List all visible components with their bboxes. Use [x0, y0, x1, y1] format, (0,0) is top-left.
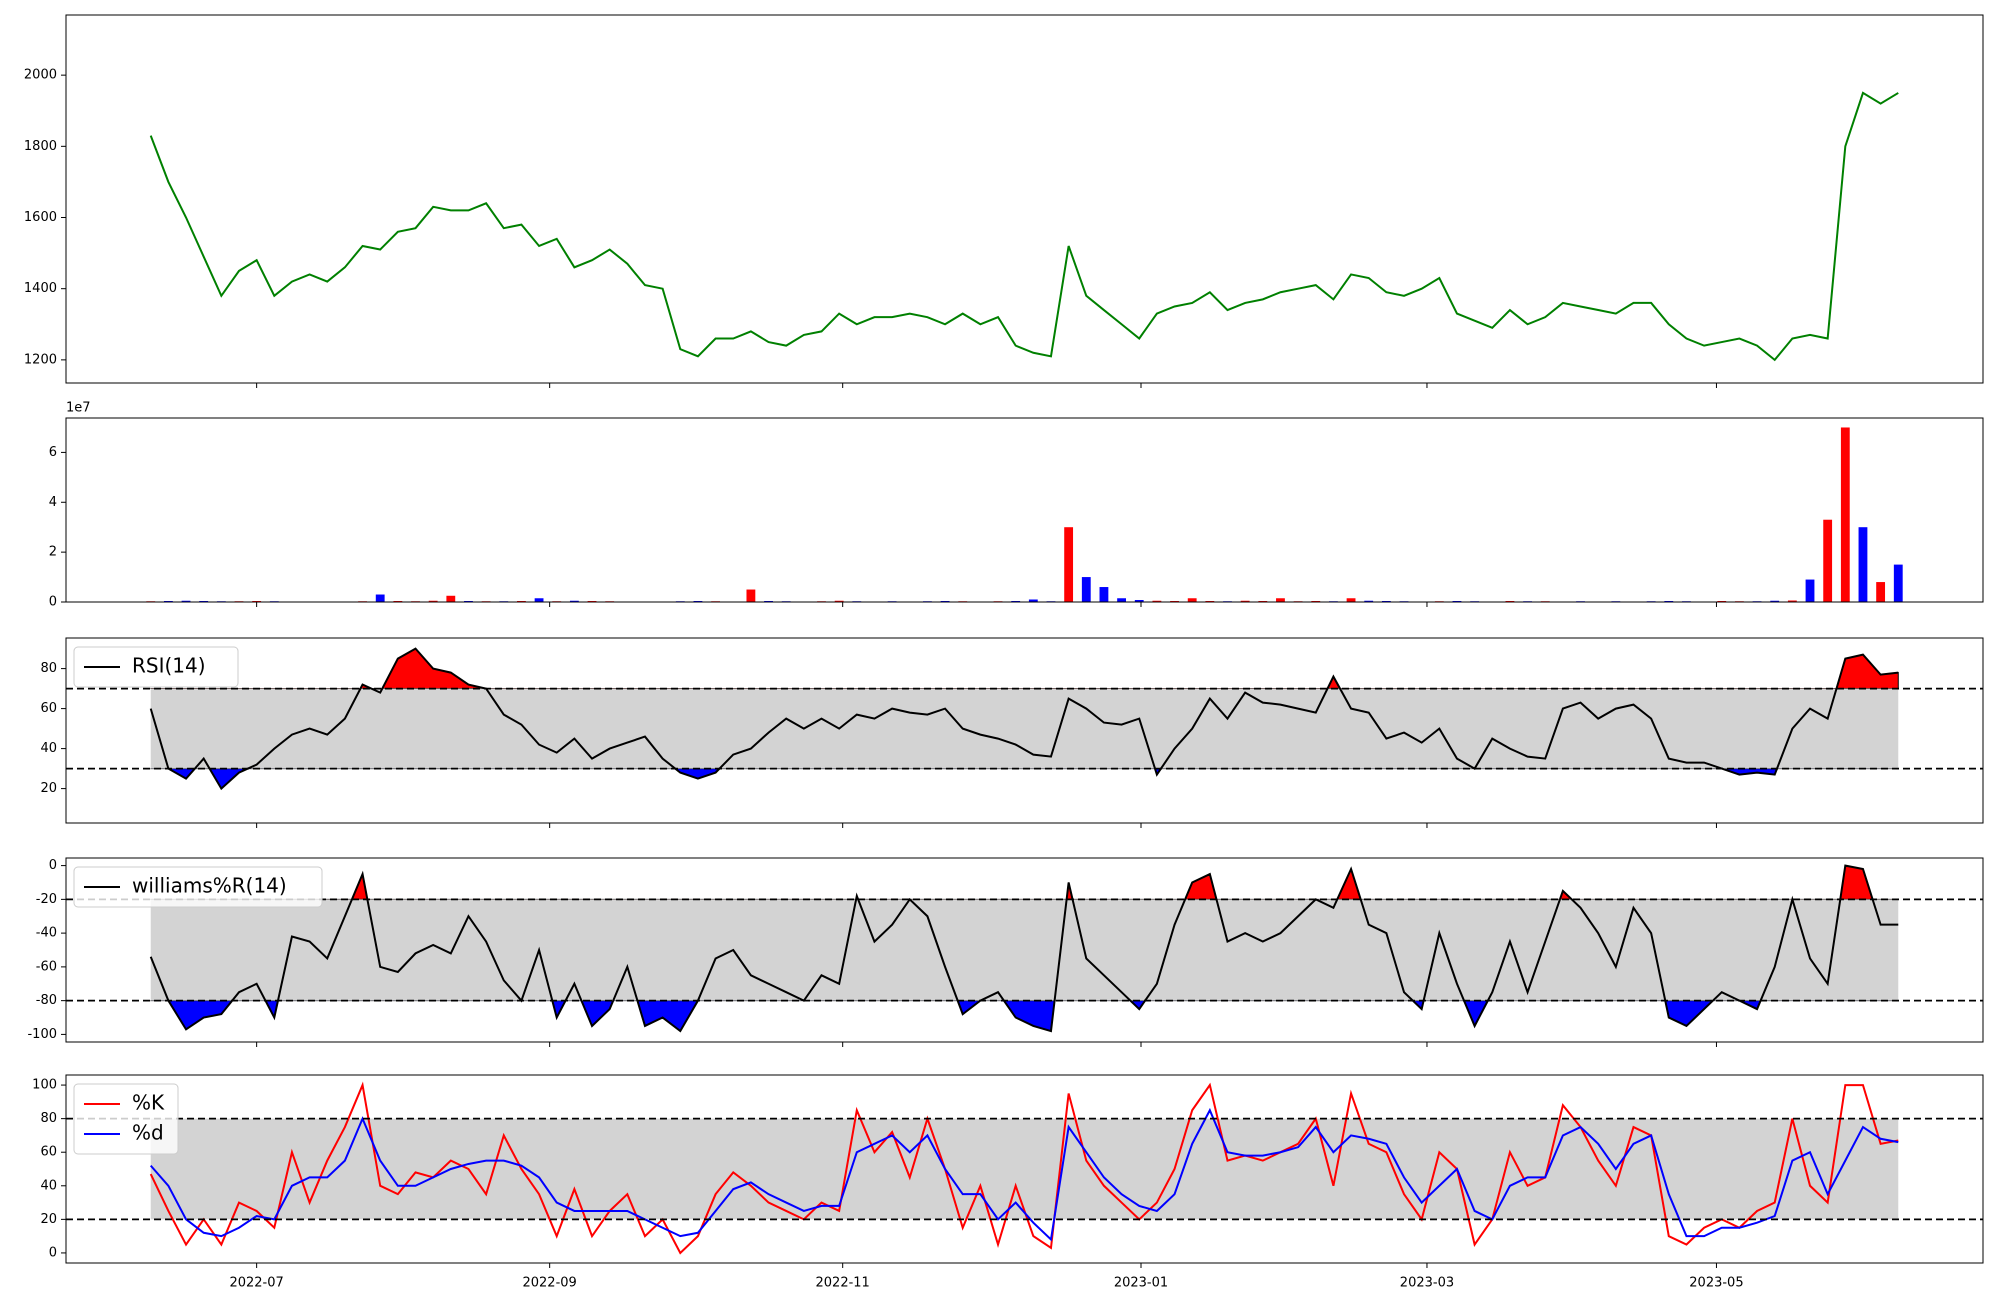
- volume-bar: [1770, 600, 1780, 602]
- legend-label: RSI(14): [132, 654, 206, 678]
- volume-bar: [1152, 600, 1162, 602]
- y-tick-label: 100: [32, 1078, 57, 1093]
- y-tick-label: 4: [49, 495, 57, 510]
- y-tick-label: 60: [40, 1145, 57, 1160]
- series-line: [149, 864, 1899, 1033]
- volume-bar: [1787, 600, 1797, 602]
- band: [150, 899, 1899, 1001]
- y-tick-label: 1200: [24, 352, 57, 367]
- volume-bar: [1364, 600, 1374, 602]
- panel: 0 2 4 6 1e7: [49, 401, 1984, 610]
- y-tick-label: -20: [36, 892, 57, 907]
- volume-bar: [1117, 598, 1126, 602]
- legend-label: williams%R(14): [132, 874, 287, 898]
- legend-label: %K: [132, 1091, 165, 1115]
- series-line: [149, 1081, 1899, 1255]
- y-tick-label: 60: [40, 701, 57, 716]
- volume-bar: [1187, 598, 1197, 602]
- volume-bar: [1840, 427, 1850, 602]
- y-tick-label: 80: [40, 661, 57, 676]
- x-tick-label: 2022-09: [522, 1276, 576, 1291]
- volume-bar: [181, 600, 191, 602]
- volume-bar: [1081, 577, 1091, 602]
- band: [150, 688, 1899, 769]
- y-tick-label: -40: [36, 926, 57, 941]
- y-tick-label: 0: [49, 858, 57, 873]
- volume-bar: [1276, 598, 1285, 602]
- volume-bar: [428, 600, 438, 602]
- y-tick-label: 0: [49, 595, 57, 610]
- x-tick-label: 2023-01: [1114, 1276, 1168, 1291]
- axes-frame: [65, 417, 1984, 603]
- y-tick-label: 20: [40, 781, 57, 796]
- y-tick-label: 40: [40, 1178, 57, 1193]
- y-tick-label: 1400: [24, 281, 57, 296]
- legend-box: [73, 1083, 179, 1155]
- panel: -100 -80 -60 -40 -20 0 williams%R(14): [27, 857, 1984, 1047]
- volume-bar: [1064, 527, 1074, 602]
- axes-frame: [65, 637, 1984, 824]
- band: [150, 1118, 1899, 1220]
- y-tick-label: 2: [49, 545, 57, 560]
- y-tick-label: 0: [49, 1245, 57, 1260]
- volume-bar: [1134, 600, 1144, 602]
- y-tick-label: 6: [49, 445, 57, 460]
- series-line: [149, 647, 1899, 791]
- legend-label: %d: [132, 1121, 164, 1145]
- volume-bar: [446, 595, 456, 602]
- axes-frame: [65, 14, 1984, 384]
- legend-box: [73, 646, 239, 688]
- x-tick-label: 2022-07: [229, 1276, 283, 1291]
- y-tick-label: 40: [40, 741, 57, 756]
- x-tick-label: 2023-05: [1689, 1276, 1743, 1291]
- series-line: [149, 91, 1899, 362]
- panel: 20 40 60 80 RSI(14): [40, 637, 1984, 828]
- volume-bar: [1805, 579, 1815, 602]
- axes-frame: [65, 1074, 1984, 1264]
- volume-bar: [1099, 587, 1109, 602]
- volume-bar: [375, 594, 385, 602]
- volume-bar: [1858, 527, 1868, 602]
- volume-bar: [1876, 582, 1886, 602]
- x-tick-label: 2023-03: [1400, 1276, 1454, 1291]
- axes-frame: [65, 857, 1984, 1043]
- volume-bar: [1240, 600, 1250, 602]
- y-tick-label: -60: [36, 959, 57, 974]
- series-line: [149, 1107, 1899, 1242]
- y-tick-label: 20: [40, 1212, 57, 1227]
- volume-bar: [1346, 598, 1356, 602]
- y-tick-label: 80: [40, 1111, 57, 1126]
- volume-bar: [534, 598, 544, 602]
- volume-bar: [746, 589, 756, 602]
- volume-bar: [1028, 599, 1038, 602]
- offset-label: 1e7: [66, 401, 91, 416]
- panel: 0 20 40 60 80 100 2022-07 2022-09 2022-11 2023-01…: [32, 1074, 1984, 1291]
- y-tick-label: 1800: [24, 139, 57, 154]
- volume-bar: [569, 600, 579, 602]
- y-tick-label: -80: [36, 993, 57, 1008]
- volume-bar: [1893, 564, 1903, 602]
- x-tick-label: 2022-11: [816, 1276, 870, 1291]
- y-tick-label: 2000: [24, 68, 57, 83]
- y-tick-label: -100: [27, 1027, 57, 1042]
- legend-box: [73, 866, 323, 908]
- y-tick-label: 1600: [24, 210, 57, 225]
- panel: 1200 1400 1600 1800 2000: [24, 14, 1984, 388]
- volume-bar: [834, 600, 844, 602]
- volume-bar: [1823, 519, 1833, 602]
